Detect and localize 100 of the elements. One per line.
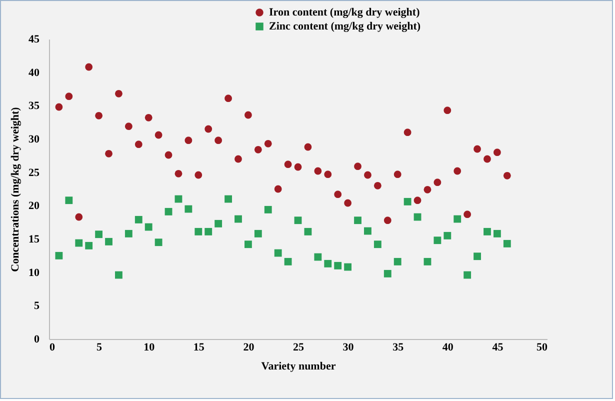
point [324,170,332,178]
point [95,230,103,238]
point [474,252,481,260]
point [444,232,452,240]
point [164,208,172,216]
point [364,227,372,235]
x-tick-label: 50 [536,342,548,354]
x-tick-label: 30 [342,342,354,354]
x-axis-title: Variety number [261,360,336,372]
x-tick-label: 40 [442,342,454,354]
point [214,220,222,228]
point [184,205,192,213]
point [454,215,462,223]
point [284,160,292,168]
point [464,271,472,279]
point [484,228,491,236]
x-tick-label: 15 [193,342,205,354]
point [85,242,93,250]
x-tick-label: 5 [96,342,103,354]
point [164,151,172,159]
point [65,196,73,204]
point [374,240,382,248]
point [204,125,212,133]
point [124,122,132,130]
point [294,216,302,224]
point [105,238,112,246]
point [434,178,442,186]
point [404,198,412,206]
point [464,210,472,218]
point [174,170,182,178]
y-tick-label: 30 [28,134,40,146]
point [444,106,452,114]
point [374,182,382,190]
point [503,240,511,248]
point [344,199,352,207]
point [134,216,142,224]
point [493,230,501,238]
point [384,216,392,224]
point [194,228,202,236]
point [434,236,442,244]
y-tick-label: 15 [28,234,40,246]
y-axis-title: Concentrations (mg/kg dry weight) [10,106,22,272]
x-tick-label: 10 [144,342,156,354]
y-tick-label: 40 [28,66,40,79]
y-tick-label: 10 [28,266,40,279]
point [424,186,432,194]
point [354,216,362,224]
point [364,171,372,179]
point [394,258,402,266]
point [134,140,142,148]
point [344,263,352,271]
point [384,270,392,278]
point [404,128,412,136]
point [454,167,462,175]
point [65,92,73,100]
point [424,258,432,266]
point [85,63,93,71]
point [314,253,322,261]
point [304,228,312,236]
point [274,249,282,257]
point [493,148,501,156]
point [115,271,122,279]
x-tick-label: 45 [492,342,504,354]
point [244,240,252,248]
point [264,140,272,148]
point [394,170,402,178]
y-tick-label: 20 [28,200,40,212]
point [124,230,132,238]
point [214,136,222,144]
y-tick-label: 35 [28,100,40,112]
x-tick-label: 0 [50,342,56,354]
point [314,167,322,175]
point [334,262,342,270]
point [55,252,63,260]
point [204,228,212,236]
point [503,172,511,180]
point [484,155,491,163]
point [224,94,232,102]
x-tick-label: 25 [293,342,304,354]
y-tick-label: 45 [28,34,40,46]
legend-label: Zinc content (mg/kg dry weight) [269,20,421,32]
point [154,131,162,139]
point [115,90,122,98]
point [284,258,292,266]
x-tick-label: 35 [392,342,404,354]
point [474,145,481,153]
point [334,190,342,198]
y-tick-label: 0 [34,334,40,346]
y-tick-label: 5 [34,300,40,312]
point [154,238,162,246]
y-tick-label: 25 [28,166,40,179]
point [75,239,83,247]
point [294,163,302,171]
point [324,260,332,268]
point [55,103,63,111]
point [274,185,282,193]
point [184,136,192,144]
point [304,143,312,151]
point [144,114,152,122]
point [194,171,202,179]
